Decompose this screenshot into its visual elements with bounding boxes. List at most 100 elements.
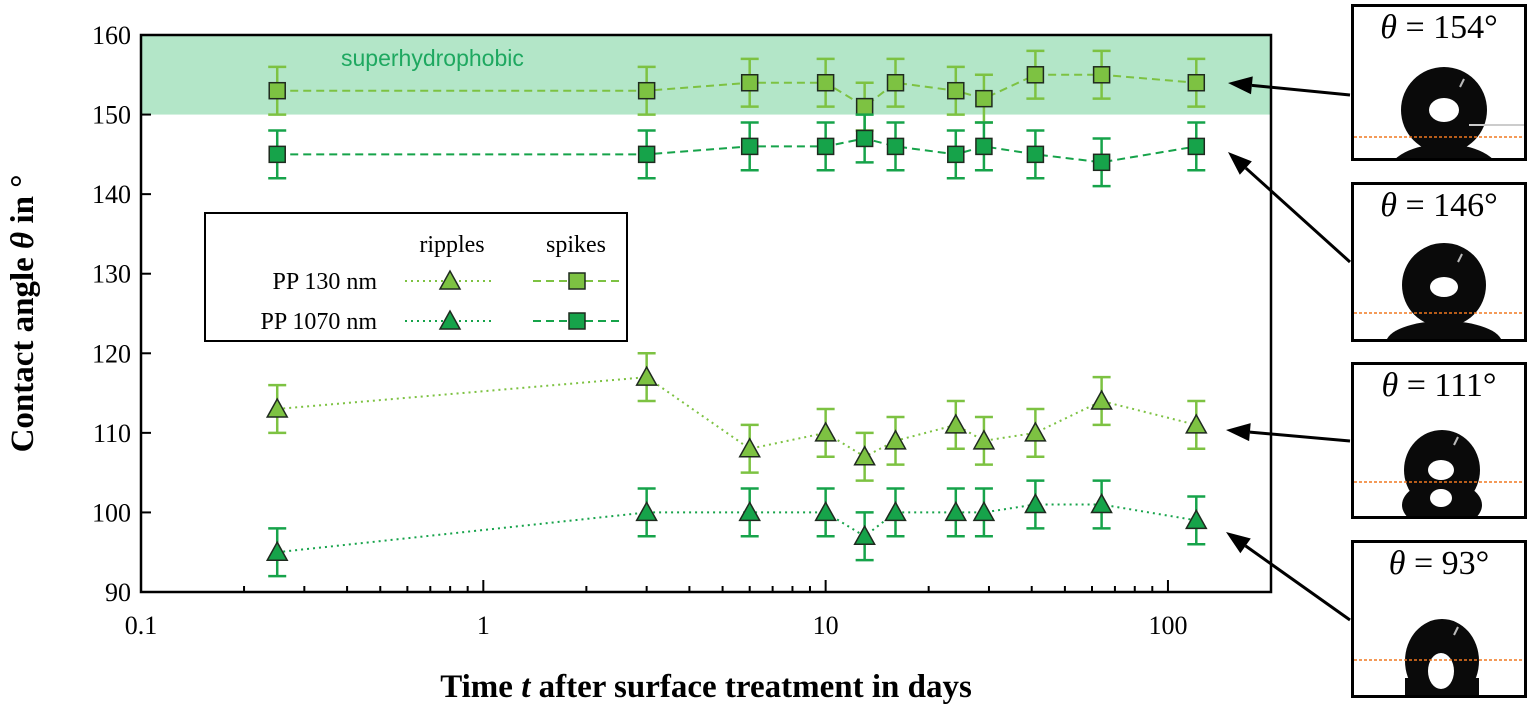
- data-point: [1187, 137, 1206, 156]
- legend-row-pp130: PP 130 nm: [273, 269, 378, 295]
- data-point: [738, 500, 761, 522]
- legend-marker-spikes: [568, 312, 586, 330]
- data-point: [855, 129, 874, 148]
- inset-label-111: θ = 111°: [1381, 367, 1497, 404]
- data-point: [637, 81, 656, 100]
- legend-row-pp1070: PP 1070 nm: [261, 309, 378, 335]
- y-tick-label: 130: [92, 260, 131, 289]
- data-point: [816, 73, 835, 92]
- inset-label-93: θ = 93°: [1388, 545, 1490, 582]
- data-point: [1026, 66, 1045, 84]
- arrow-line: [1251, 83, 1351, 97]
- x-tick-label: 1: [477, 611, 490, 640]
- x-tick-label: 0.1: [125, 611, 158, 640]
- arrow-line: [1249, 430, 1351, 443]
- y-tick-label: 90: [105, 578, 131, 607]
- data-point: [886, 137, 905, 156]
- inset-drop-146: θ = 146°: [1351, 182, 1527, 342]
- inset-drop-111: θ = 111°: [1351, 362, 1527, 519]
- series-pp-1070-nm-ripples: [265, 479, 1208, 578]
- arrow-head: [1226, 532, 1251, 554]
- series-line: [277, 137, 1197, 164]
- data-point: [944, 500, 968, 522]
- data-point: [884, 500, 907, 522]
- y-tick-label: 120: [92, 339, 131, 368]
- data-point: [1092, 153, 1111, 172]
- data-point: [738, 437, 761, 458]
- series-pp-130-nm-ripples: [265, 352, 1208, 482]
- data-point: [1185, 508, 1208, 530]
- x-axis-title: Time t after surface treatment in days: [440, 669, 972, 705]
- series-pp-1070-nm-spikes: [268, 113, 1206, 188]
- data-point: [1024, 421, 1047, 442]
- data-point: [268, 81, 286, 100]
- data-point: [853, 524, 876, 546]
- data-point: [972, 429, 996, 450]
- plot-frame: [139, 33, 1273, 594]
- data-point: [814, 500, 837, 522]
- x-tick-label: 10: [813, 611, 839, 640]
- superhydrophobic-region: [141, 35, 1271, 115]
- y-axis-title: Contact angle θ in °: [5, 175, 41, 453]
- y-tick-label: 140: [92, 180, 131, 209]
- inset-arrows: [1226, 76, 1352, 622]
- inset-label-154: θ = 154°: [1380, 9, 1498, 46]
- data-point: [637, 145, 656, 164]
- y-tick-label: 100: [92, 498, 131, 527]
- data-point: [740, 73, 759, 92]
- series-pp-130-nm-spikes: [268, 49, 1206, 132]
- data-point: [944, 413, 968, 434]
- inset-label-146: θ = 146°: [1380, 187, 1498, 224]
- data-point: [265, 540, 289, 561]
- series-line: [277, 376, 1197, 458]
- data-point: [1024, 492, 1047, 514]
- legend-marker-spikes: [568, 272, 586, 290]
- data-point: [1090, 492, 1113, 514]
- data-point: [947, 81, 965, 100]
- legend-marker-ripples: [438, 309, 462, 330]
- data-point: [947, 145, 965, 164]
- data-point: [1026, 145, 1045, 164]
- data-point: [886, 73, 905, 92]
- arrow-line: [1244, 166, 1352, 264]
- data-point: [268, 145, 286, 164]
- data-point: [814, 421, 837, 442]
- arrow-head: [1226, 423, 1251, 442]
- data-point: [884, 429, 907, 450]
- data-point: [1090, 389, 1113, 410]
- data-point: [740, 137, 759, 156]
- droplet-image-111: [1354, 430, 1524, 516]
- data-point: [1092, 66, 1111, 84]
- legend-header-spikes: spikes: [546, 232, 606, 258]
- legend-marker-ripples: [438, 269, 462, 290]
- superhydrophobic-label: superhydrophobic: [341, 45, 524, 71]
- data-point: [265, 397, 289, 418]
- data-point: [635, 500, 658, 522]
- data-point: [1185, 413, 1208, 434]
- droplet-image-146: [1354, 243, 1524, 339]
- legend: ripples spikes PP 130 nm PP 1070 nm: [204, 212, 628, 342]
- data-point: [975, 89, 993, 108]
- droplet-image-154: [1354, 67, 1524, 158]
- data-point: [816, 137, 835, 156]
- data-point: [855, 97, 874, 116]
- series-layer: [265, 49, 1208, 578]
- x-tick-label: 100: [1148, 611, 1187, 640]
- data-point: [635, 365, 658, 386]
- y-tick-label: 150: [92, 101, 131, 130]
- y-tick-label: 160: [92, 21, 131, 50]
- droplet-image-93: [1354, 619, 1524, 695]
- y-tick-label: 110: [93, 419, 131, 448]
- inset-drop-154: θ = 154°: [1351, 4, 1527, 161]
- arrow-head: [1228, 76, 1253, 95]
- series-line: [277, 503, 1197, 554]
- data-point: [1187, 73, 1206, 92]
- data-point: [972, 500, 996, 522]
- legend-header-ripples: ripples: [419, 232, 484, 258]
- arrow-head: [1228, 152, 1252, 175]
- data-point: [853, 445, 876, 466]
- inset-drop-93: θ = 93°: [1351, 540, 1527, 698]
- data-point: [975, 137, 993, 156]
